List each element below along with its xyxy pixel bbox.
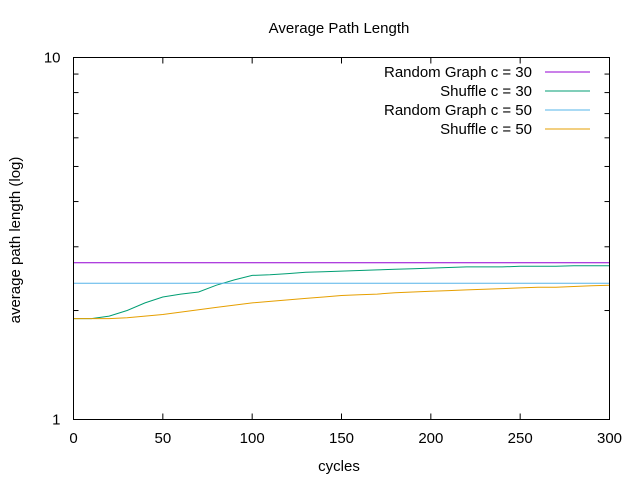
- series-layer: [73, 262, 610, 320]
- x-tick-label: 250: [508, 430, 533, 447]
- series-line-3: [73, 284, 610, 320]
- legend-label: Random Graph c = 30: [384, 64, 532, 81]
- y-axis-label: average path length (log): [7, 157, 24, 324]
- x-axis-ticks: 0 50 100 150 200 250 300: [69, 57, 622, 447]
- x-tick-label: 0: [69, 430, 77, 447]
- x-tick-label: 50: [154, 430, 171, 447]
- y-minor-ticks: [73, 73, 610, 312]
- legend-label: Shuffle c = 50: [440, 121, 532, 138]
- x-tick-label: 150: [329, 430, 354, 447]
- legend: Random Graph c = 30 Shuffle c = 30 Random …: [384, 64, 590, 138]
- x-tick-label: 100: [240, 430, 265, 447]
- plot-frame: [73, 57, 610, 420]
- x-axis-label: cycles: [318, 458, 360, 475]
- x-tick-label: 300: [597, 430, 622, 447]
- legend-label: Random Graph c = 50: [384, 102, 532, 119]
- y-tick-label: 1: [52, 412, 60, 429]
- series-line-1: [73, 265, 610, 320]
- chart-title: Average Path Length: [269, 20, 410, 37]
- legend-label: Shuffle c = 30: [440, 83, 532, 100]
- x-tick-label: 200: [418, 430, 443, 447]
- y-tick-label: 10: [44, 50, 61, 67]
